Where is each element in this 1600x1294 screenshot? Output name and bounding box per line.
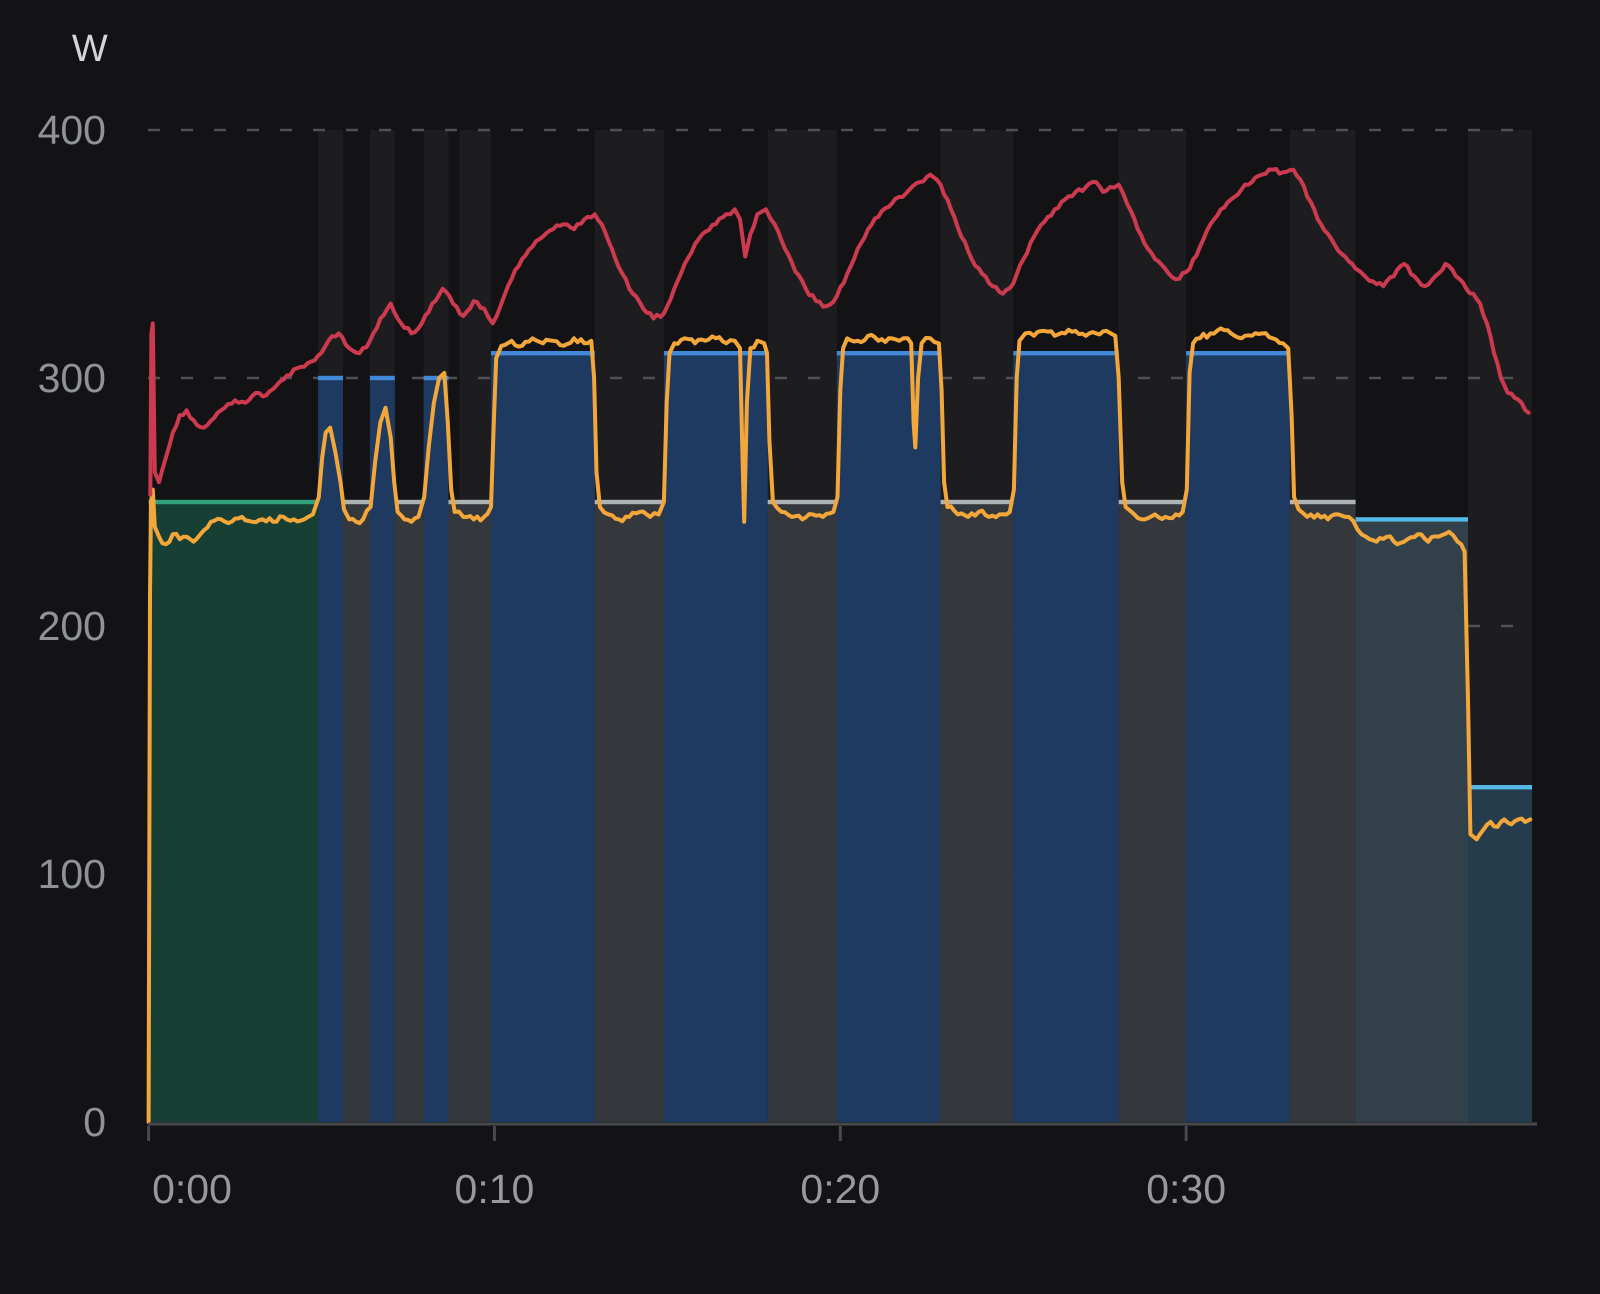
y-tick-label: 400 (38, 107, 106, 153)
y-axis-unit-label: W (71, 28, 109, 70)
target-edge-310w (836, 351, 941, 356)
target-bar-300w (318, 378, 343, 1122)
target-bar-250w (1118, 502, 1187, 1122)
target-bar-310w (1013, 353, 1119, 1122)
target-bar-250w (1289, 502, 1356, 1122)
y-tick-label: 200 (38, 603, 106, 649)
x-tick-label: 0:10 (455, 1166, 535, 1212)
target-bar-250w (767, 502, 837, 1122)
target-edge-250w (394, 499, 424, 505)
target-edge-250w (343, 499, 370, 505)
target-edge-300w (369, 375, 395, 381)
target-bar-310w (491, 353, 595, 1122)
target-edge-310w (663, 351, 768, 356)
target-edge-250w (767, 499, 837, 505)
target-bar-243w (1355, 519, 1468, 1122)
heart-rate-line (148, 166, 1531, 497)
target-edge-250w (148, 499, 319, 505)
x-tick-label: 0:00 (152, 1166, 232, 1212)
target-edge-310w (1013, 351, 1119, 356)
target-bar-250w (594, 502, 664, 1122)
target-bar-250w (448, 502, 491, 1122)
target-edge-250w (1289, 499, 1356, 505)
target-bar-300w (423, 378, 449, 1122)
x-tick-label: 0:30 (1146, 1166, 1226, 1212)
y-tick-label: 100 (38, 851, 106, 897)
target-bar-300w (369, 378, 395, 1122)
target-bar-135w (1468, 787, 1532, 1122)
target-bar-310w (663, 353, 768, 1122)
y-tick-label: 300 (38, 355, 106, 401)
target-edge-243w (1355, 517, 1468, 522)
target-edge-300w (318, 375, 343, 381)
target-bar-250w (394, 502, 424, 1122)
target-bar-250w (940, 502, 1014, 1122)
actual-power-line (146, 326, 1533, 1124)
target-bar-250w (343, 502, 370, 1122)
target-edge-250w (448, 499, 491, 505)
target-bar-310w (1186, 353, 1290, 1122)
target-edge-250w (940, 499, 1014, 505)
target-edge-310w (491, 351, 595, 356)
y-tick-label: 0 (83, 1099, 106, 1145)
x-tick-label: 0:20 (800, 1166, 880, 1212)
target-edge-250w (1118, 499, 1187, 505)
target-edge-135w (1468, 785, 1532, 790)
target-bar-250w (148, 502, 319, 1122)
target-edge-310w (1186, 351, 1290, 356)
target-edge-250w (594, 499, 664, 505)
target-edge-300w (423, 375, 449, 381)
target-bar-310w (836, 353, 941, 1122)
